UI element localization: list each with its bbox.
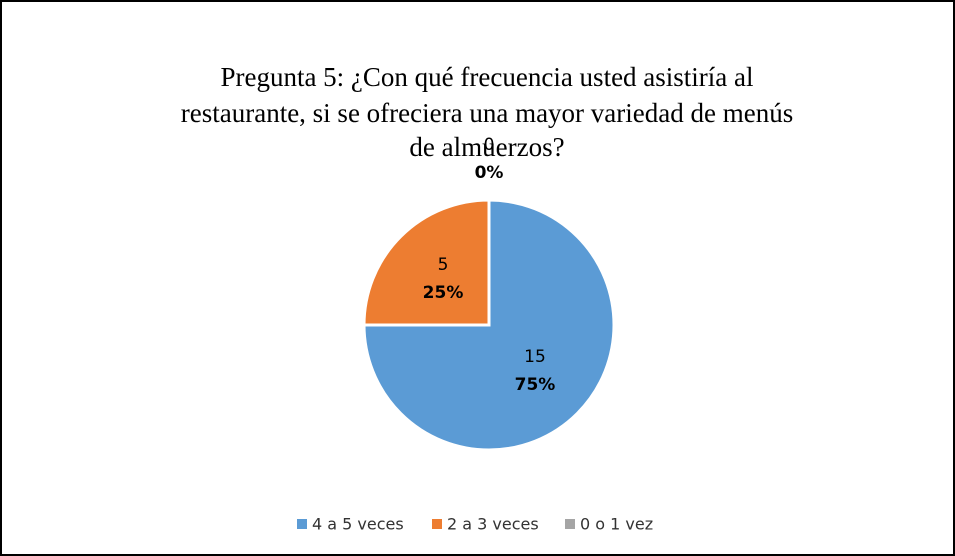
legend-swatch bbox=[565, 519, 575, 529]
data-label: 75% bbox=[515, 375, 556, 395]
legend-label: 0 o 1 vez bbox=[580, 515, 653, 534]
data-label: 15 bbox=[524, 347, 546, 367]
chart-title: Pregunta 5: ¿Con qué frecuencia usted as… bbox=[220, 62, 753, 92]
chart-title: de almuerzos? bbox=[409, 132, 564, 162]
data-label: 5 bbox=[438, 255, 449, 275]
legend-swatch bbox=[297, 519, 307, 529]
pie-slice bbox=[362, 198, 491, 327]
legend-label: 2 a 3 veces bbox=[447, 515, 539, 534]
chart-title: restaurante, si se ofreciera una mayor v… bbox=[181, 98, 793, 128]
legend-label: 4 a 5 veces bbox=[312, 515, 404, 534]
data-label: 25% bbox=[423, 283, 464, 303]
pie-slice bbox=[362, 198, 616, 452]
data-label: 0 bbox=[484, 135, 495, 155]
legend-swatch bbox=[432, 519, 442, 529]
data-label: 0% bbox=[475, 163, 504, 183]
